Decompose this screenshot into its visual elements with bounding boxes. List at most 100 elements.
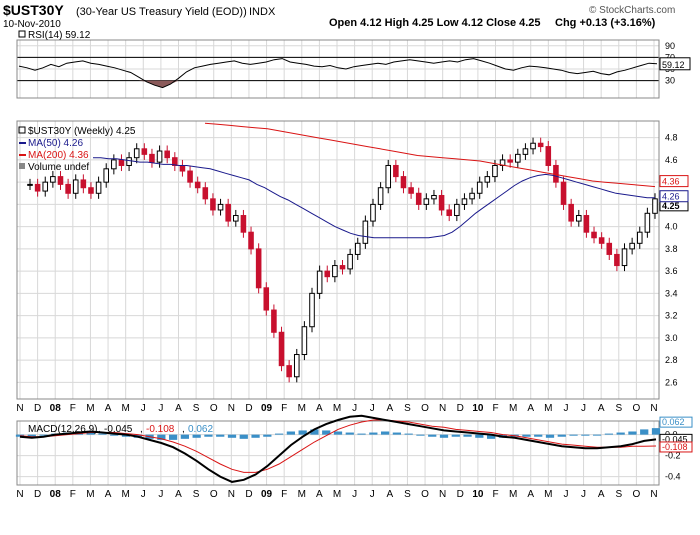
macd-histogram-bar xyxy=(110,434,119,436)
price-candle-body xyxy=(408,187,414,194)
macd-histogram-bar xyxy=(333,431,343,435)
macd-histogram-bar xyxy=(369,432,378,435)
price-candle-body xyxy=(362,220,369,244)
price-candle-body xyxy=(370,203,376,222)
x-axis-label: M xyxy=(333,403,341,414)
macd-histogram-bar xyxy=(286,431,296,435)
ma200-legend: MA(200) 4.36 xyxy=(28,150,89,161)
macd-histogram-bar xyxy=(380,431,390,435)
x-axis-label: M xyxy=(86,403,94,414)
price-candle-body xyxy=(42,181,49,192)
price-candle-body xyxy=(652,198,658,214)
macd-histogram-bar xyxy=(263,434,272,437)
price-candle-body xyxy=(591,231,597,239)
price-candle-body xyxy=(217,203,224,211)
price-candle-body xyxy=(149,153,155,163)
price-candle-body xyxy=(332,265,338,278)
macd-legend-hist: 0.062 xyxy=(188,424,213,435)
x-axis-label: D xyxy=(245,403,252,414)
macd-histogram-bar xyxy=(180,434,190,439)
x-axis-label: M xyxy=(298,489,306,500)
price-candle-body xyxy=(88,187,94,194)
price-candle-body xyxy=(179,164,186,172)
macd-histogram-bar xyxy=(522,434,531,437)
price-candle-body xyxy=(492,164,498,178)
price-candle-body xyxy=(141,148,148,155)
price-candle-body xyxy=(644,212,651,233)
macd-histogram-bar xyxy=(204,434,213,437)
x-axis-label: O xyxy=(210,489,218,500)
price-candle-body xyxy=(446,209,452,217)
x-axis-label: A xyxy=(175,403,182,414)
macd-histogram-bar xyxy=(486,434,496,439)
x-axis-label: D xyxy=(457,403,464,414)
price-candle-body xyxy=(431,195,437,200)
price-candle-body xyxy=(469,192,475,200)
x-axis-label: M xyxy=(121,403,129,414)
macd-histogram-bar xyxy=(39,434,48,436)
x-axis-label: D xyxy=(245,489,252,500)
ohlc-readout: Open 4.12 High 4.25 Low 4.12 Close 4.25 xyxy=(329,17,541,29)
x-axis-label: 09 xyxy=(261,403,273,414)
macd-histogram-bar xyxy=(345,432,354,435)
price-candle-body xyxy=(537,142,544,148)
x-axis-label: J xyxy=(563,403,568,414)
price-candle-body xyxy=(233,215,239,222)
panel-frame-price xyxy=(16,120,660,400)
x-axis-label: J xyxy=(158,403,163,414)
price-candle-body xyxy=(515,153,521,163)
price-candle-body xyxy=(133,148,140,159)
macd-histogram-bar xyxy=(404,433,413,435)
price-candle-body xyxy=(415,192,422,205)
x-axis-label: J xyxy=(141,489,146,500)
ma200-value-label-box xyxy=(659,175,689,188)
macd-legend-signal: -0.108 xyxy=(146,424,175,435)
chart-date: 10-Nov-2010 xyxy=(3,19,61,30)
x-axis-label: 09 xyxy=(261,489,273,500)
rsi-legend-icon xyxy=(18,30,26,38)
rsi-line xyxy=(18,58,658,89)
x-axis-label: N xyxy=(439,403,446,414)
price-candle-body xyxy=(72,179,79,194)
price-candle-body xyxy=(225,203,231,222)
macd-histogram-bar xyxy=(463,434,472,437)
price-candle-body xyxy=(255,248,262,289)
macd-histogram-bar xyxy=(192,434,201,438)
price-candle-body xyxy=(575,215,582,222)
x-axis-label: M xyxy=(544,489,552,500)
x-axis-label: M xyxy=(544,403,552,414)
x-axis-label: S xyxy=(193,403,200,414)
price-candle-body xyxy=(347,253,353,270)
volume-legend-swatch xyxy=(19,163,25,169)
x-axis-label: F xyxy=(70,403,76,414)
x-axis-label: F xyxy=(281,489,287,500)
price-candle-body xyxy=(286,365,292,378)
price-legend-symbol: $UST30Y (Weekly) 4.25 xyxy=(28,126,136,137)
last-close-label: 4.25 xyxy=(662,201,680,211)
macd-right-label: -0.108 xyxy=(662,442,688,452)
x-axis-label: D xyxy=(457,489,464,500)
macd-histogram-bar xyxy=(651,428,661,435)
macd-histogram-bar xyxy=(604,433,614,435)
price-candle-body xyxy=(522,148,529,155)
x-axis-label: M xyxy=(509,403,517,414)
macd-histogram-bar xyxy=(616,432,625,435)
price-candle-body xyxy=(111,159,117,170)
x-axis-label: A xyxy=(598,489,605,500)
price-candle-body xyxy=(629,242,635,250)
x-axis-label: J xyxy=(581,489,586,500)
x-axis-label: O xyxy=(632,403,640,414)
x-axis-label: J xyxy=(158,489,163,500)
price-candle-body xyxy=(583,215,590,233)
macd-histogram-bar xyxy=(545,434,555,438)
x-axis-label: S xyxy=(615,489,622,500)
x-axis-label: O xyxy=(421,489,429,500)
x-axis-label: A xyxy=(386,403,393,414)
rsi-legend: RSI(14) 59.12 xyxy=(28,30,91,41)
x-axis-label: F xyxy=(70,489,76,500)
price-tick-label: 4.0 xyxy=(665,222,678,232)
x-axis-label: J xyxy=(141,403,146,414)
price-candle-body xyxy=(614,253,620,267)
